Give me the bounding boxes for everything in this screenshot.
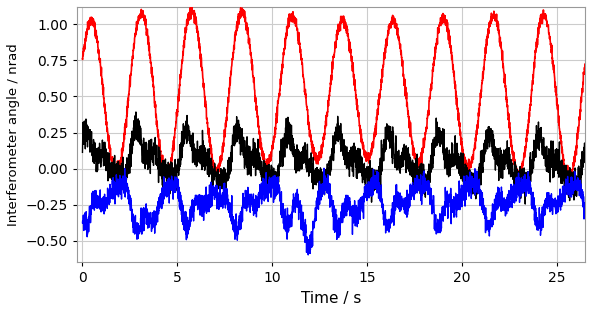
X-axis label: Time / s: Time / s xyxy=(301,291,361,306)
Y-axis label: Interferometer angle / nrad: Interferometer angle / nrad xyxy=(7,43,20,226)
